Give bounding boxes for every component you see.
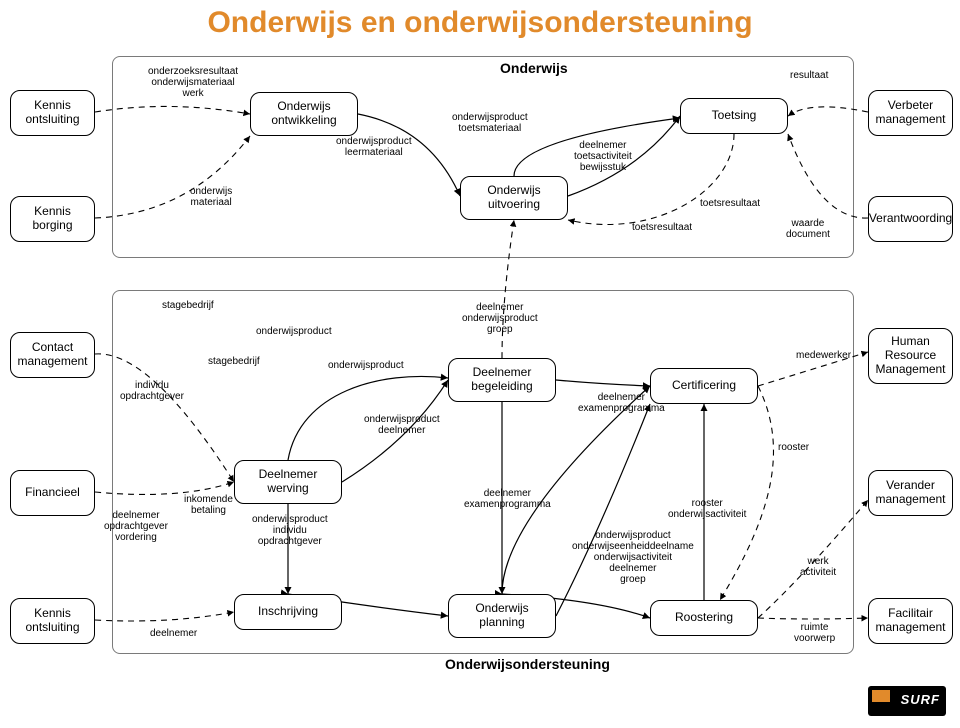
node-roostering: Roostering — [650, 600, 758, 636]
edge-label: onderwijsproduct toetsmateriaal — [452, 112, 528, 134]
edge-label: individu opdrachtgever — [120, 380, 184, 402]
section-label-ondersteuning: Onderwijsondersteuning — [445, 656, 610, 672]
side-kennis-ontsluiting-2: Kennis ontsluiting — [10, 598, 95, 644]
side-kennis-ontsluiting-1: Kennis ontsluiting — [10, 90, 95, 136]
node-planning: Onderwijs planning — [448, 594, 556, 638]
edge-label: onderwijsproduct individu opdrachtgever — [252, 514, 328, 547]
side-verbeter-management: Verbeter management — [868, 90, 953, 136]
side-hrm: Human Resource Management — [868, 328, 953, 384]
edge-label: rooster onderwijsactiviteit — [668, 498, 746, 520]
side-kennis-borging: Kennis borging — [10, 196, 95, 242]
edge-label: inkomende betaling — [184, 494, 233, 516]
edge-label: resultaat — [790, 70, 828, 81]
edge-label: deelnemer opdrachtgever vordering — [104, 510, 168, 543]
edge-label: onderwijs materiaal — [190, 186, 232, 208]
edge-label: toetsresultaat — [700, 198, 760, 209]
section-label-onderwijs: Onderwijs — [500, 60, 568, 76]
node-begeleiding: Deelnemer begeleiding — [448, 358, 556, 402]
node-werving: Deelnemer werving — [234, 460, 342, 504]
edge-label: onderwijsproduct deelnemer — [364, 414, 440, 436]
node-ontwikkeling: Onderwijs ontwikkeling — [250, 92, 358, 136]
edge-label: rooster — [778, 442, 809, 453]
edge-label: waarde document — [786, 218, 830, 240]
edge-label: toetsresultaat — [632, 222, 692, 233]
edge-label: stagebedrijf — [162, 300, 214, 311]
node-certificering: Certificering — [650, 368, 758, 404]
side-facilitair-management: Facilitair management — [868, 598, 953, 644]
edge-label: deelnemer examenprogramma — [464, 488, 551, 510]
edge-label: stagebedrijf — [208, 356, 260, 367]
edge-label: deelnemer — [150, 628, 197, 639]
edge-label: onderwijsproduct — [328, 360, 404, 371]
edge-label: onderwijsproduct — [256, 326, 332, 337]
node-toetsing: Toetsing — [680, 98, 788, 134]
surf-logo: SURF — [868, 686, 946, 716]
side-verander-management: Verander management — [868, 470, 953, 516]
side-financieel: Financieel — [10, 470, 95, 516]
edge-label: onderzoeksresultaat onderwijsmateriaal w… — [148, 66, 238, 99]
edge-label: deelnemer onderwijsproduct groep — [462, 302, 538, 335]
edge-label: werk activiteit — [800, 556, 836, 578]
edge-label: deelnemer examenprogramma — [578, 392, 665, 414]
edge-label: deelnemer toetsactiviteit bewijsstuk — [574, 140, 632, 173]
page-title: Onderwijs en onderwijsondersteuning — [0, 6, 960, 40]
node-uitvoering: Onderwijs uitvoering — [460, 176, 568, 220]
node-inschrijving: Inschrijving — [234, 594, 342, 630]
side-verantwoording: Verantwoording — [868, 196, 953, 242]
edge-label: ruimte voorwerp — [794, 622, 835, 644]
edge-label: onderwijsproduct leermateriaal — [336, 136, 412, 158]
edge-label: medewerker — [796, 350, 851, 361]
edge-label: onderwijsproduct onderwijseenheiddeelnam… — [572, 530, 694, 585]
side-contact-management: Contact management — [10, 332, 95, 378]
